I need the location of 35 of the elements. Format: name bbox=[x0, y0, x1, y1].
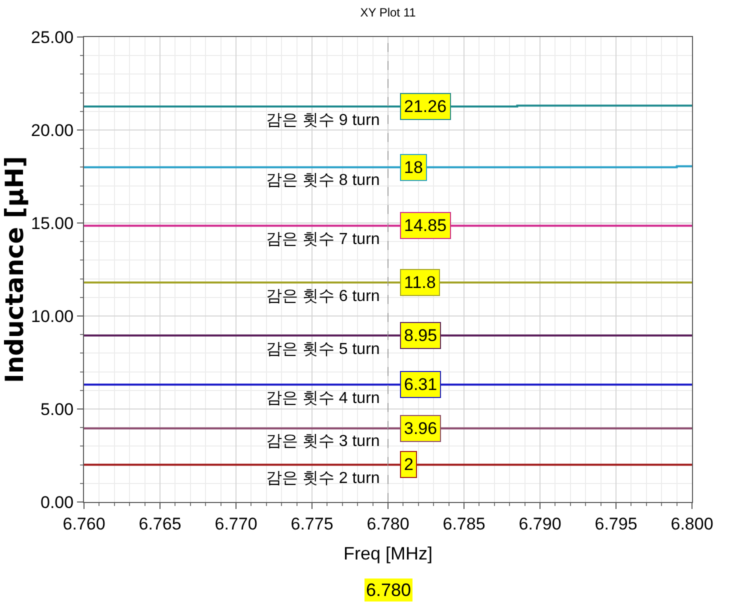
x-tick-label: 6.795 bbox=[594, 514, 638, 534]
data-label: 8.95 bbox=[404, 326, 438, 345]
x-tick-label: 6.770 bbox=[214, 514, 258, 534]
series-label: 감은 횟수 2 turn bbox=[266, 470, 380, 487]
x-tick-label: 6.775 bbox=[290, 514, 334, 534]
chart-title: XY Plot 11 bbox=[360, 5, 416, 20]
data-label: 11.8 bbox=[404, 273, 436, 292]
series-label: 감은 횟수 3 turn bbox=[266, 433, 380, 450]
series-label: 감은 횟수 9 turn bbox=[266, 112, 380, 129]
series-label: 감은 횟수 8 turn bbox=[266, 172, 380, 189]
x-tick-label: 6.780 bbox=[366, 514, 410, 534]
y-axis-title: Inductance [μH] bbox=[0, 156, 29, 383]
data-label: 2 bbox=[404, 455, 414, 474]
data-label: 6.31 bbox=[404, 375, 438, 394]
text: 6.780 bbox=[366, 580, 412, 600]
x-tick-label: 6.760 bbox=[62, 514, 106, 534]
y-tick-label: 20.00 bbox=[31, 120, 74, 140]
series-label: 감은 횟수 6 turn bbox=[266, 288, 380, 305]
data-label: 18 bbox=[404, 158, 423, 177]
x-tick-label: 6.800 bbox=[670, 514, 714, 534]
x-axis-title: Freq [MHz] bbox=[343, 544, 433, 564]
series-label: 감은 횟수 7 turn bbox=[266, 231, 380, 248]
y-tick-label: 5.00 bbox=[40, 400, 74, 419]
data-label: 21.26 bbox=[404, 97, 447, 116]
y-tick-label: 0.00 bbox=[40, 492, 74, 512]
x-tick-label: 6.765 bbox=[138, 514, 182, 534]
y-tick-label: 25.00 bbox=[31, 28, 74, 47]
y-tick-label: 10.00 bbox=[31, 306, 74, 326]
data-label: 3.96 bbox=[404, 419, 438, 438]
x-tick-label: 6.790 bbox=[518, 514, 562, 534]
series-label: 감은 횟수 4 turn bbox=[266, 390, 380, 407]
x-tick-label: 6.785 bbox=[442, 514, 486, 534]
series-label: 감은 횟수 5 turn bbox=[266, 341, 380, 358]
y-tick-label: 15.00 bbox=[31, 214, 74, 233]
data-label: 14.85 bbox=[404, 216, 447, 235]
